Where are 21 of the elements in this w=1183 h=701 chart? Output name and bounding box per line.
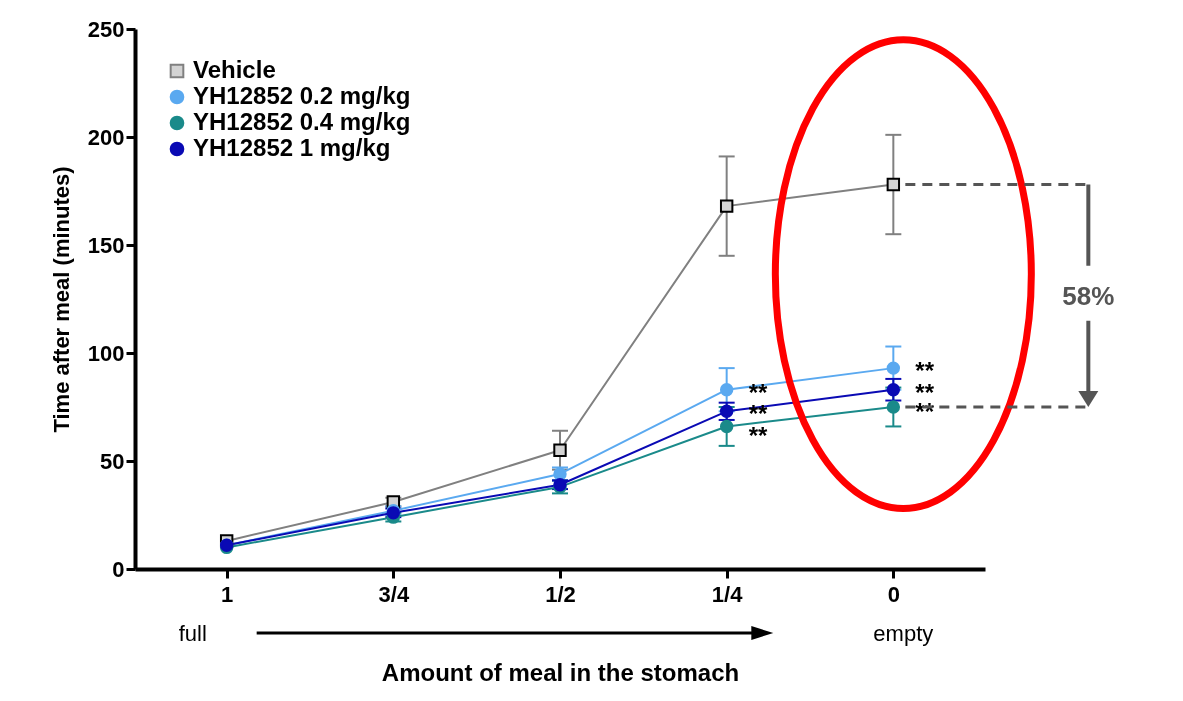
- legend-label: Vehicle: [193, 56, 276, 83]
- x-tick-label: 3/4: [378, 581, 410, 607]
- y-tick-label: 50: [100, 448, 125, 474]
- text: empty: [873, 621, 934, 646]
- y-tick-label: 200: [87, 124, 125, 150]
- y-tick-label: 0: [112, 556, 125, 582]
- y-axis-title: Time after meal (minutes): [48, 166, 74, 433]
- x-tick-label: 1: [221, 581, 234, 607]
- legend-label: YH12852 1 mg/kg: [193, 134, 391, 161]
- text: full: [178, 621, 207, 646]
- y-tick-label: 250: [87, 16, 125, 42]
- x-tick-label: 1/4: [711, 581, 744, 607]
- x-tick-label: 1/2: [545, 581, 576, 607]
- text: 58%: [1062, 280, 1115, 311]
- legend-label: YH12852 0.4 mg/kg: [193, 108, 411, 135]
- x-tick-label: 0: [887, 581, 900, 607]
- y-tick-label: 100: [87, 340, 125, 366]
- annotation: **: [915, 357, 935, 385]
- x-axis-title: Amount of meal in the stomach: [381, 658, 740, 686]
- legend-label: YH12852 0.2 mg/kg: [193, 82, 411, 109]
- y-tick-label: 150: [87, 232, 125, 258]
